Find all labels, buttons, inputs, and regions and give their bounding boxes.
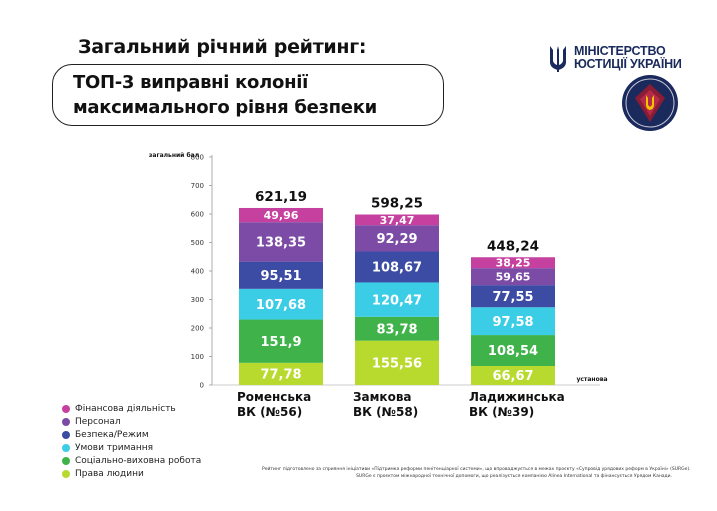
legend-item-finance: Фінансова діяльність bbox=[62, 402, 201, 415]
bar-segment bbox=[355, 214, 439, 226]
data-label: 38,25 bbox=[496, 257, 531, 270]
y-tick-label: 600 bbox=[191, 211, 204, 219]
x-category-label: Роменська bbox=[237, 390, 311, 404]
footnote-line-2: SURGe є проєктом міжнародної технічної д… bbox=[356, 474, 672, 479]
x-axis-title: установа bbox=[576, 376, 607, 383]
y-tick-label: 800 bbox=[191, 154, 204, 162]
legend-swatch bbox=[62, 430, 70, 439]
y-tick-label: 100 bbox=[191, 353, 204, 361]
data-label: 59,65 bbox=[496, 271, 531, 284]
data-label: 92,29 bbox=[376, 232, 417, 247]
subtitle-line-2: максимального рівня безпеки bbox=[73, 97, 377, 118]
bar-segment bbox=[471, 335, 555, 366]
data-label: 107,68 bbox=[256, 298, 306, 313]
data-label: 83,78 bbox=[376, 322, 417, 337]
bar-segment bbox=[355, 225, 439, 252]
legend-swatch bbox=[62, 469, 70, 478]
y-tick-label: 500 bbox=[191, 239, 204, 247]
y-tick-label: 400 bbox=[191, 268, 204, 276]
legend-label: Фінансова діяльність bbox=[75, 403, 176, 414]
data-label: 155,56 bbox=[372, 357, 422, 372]
bar-segment bbox=[471, 307, 555, 336]
bar-segment bbox=[239, 261, 323, 289]
bar-segment bbox=[471, 365, 555, 385]
legend-label: Умови тримання bbox=[75, 442, 154, 453]
bar-total-label: 448,24 bbox=[487, 238, 539, 254]
ministry-name-line-1: МІНІСТЕРСТВО bbox=[574, 44, 666, 58]
x-category-label: Ладижинська bbox=[469, 390, 565, 404]
data-label: 77,78 bbox=[260, 368, 301, 383]
bar-segment bbox=[239, 362, 323, 385]
legend-label: Персонал bbox=[75, 416, 121, 427]
bar-segment bbox=[239, 288, 323, 320]
legend-item-rights: Права людини bbox=[62, 467, 201, 480]
legend-item-staff: Персонал bbox=[62, 415, 201, 428]
legend-label: Безпека/Режим bbox=[75, 429, 149, 440]
x-category-label: ВК (№56) bbox=[237, 405, 302, 419]
bar-segment bbox=[355, 340, 439, 385]
bar-segment bbox=[239, 222, 323, 262]
x-category-label: Замкова bbox=[353, 390, 412, 404]
legend-item-social: Соціально-виховна робота bbox=[62, 454, 201, 467]
legend-swatch bbox=[62, 404, 70, 413]
bar-total-label: 621,19 bbox=[255, 189, 307, 205]
legend-label: Права людини bbox=[75, 468, 144, 479]
trident-icon bbox=[550, 46, 566, 72]
legend-item-security: Безпека/Режим bbox=[62, 428, 201, 441]
subtitle-box: ТОП-3 виправні колонії максимального рів… bbox=[52, 64, 444, 126]
y-tick-label: 200 bbox=[191, 325, 204, 333]
legend-item-conditions: Умови тримання bbox=[62, 441, 201, 454]
data-label: 120,47 bbox=[372, 293, 422, 308]
x-category-label: ВК (№58) bbox=[353, 405, 418, 419]
data-label: 37,47 bbox=[380, 214, 415, 227]
bar-segment bbox=[355, 251, 439, 283]
data-label: 97,58 bbox=[492, 315, 533, 330]
penitentiary-emblem-icon bbox=[622, 75, 678, 131]
data-label: 138,35 bbox=[256, 236, 306, 251]
y-tick-label: 700 bbox=[191, 182, 204, 190]
data-label: 66,67 bbox=[492, 369, 533, 384]
legend-label: Соціально-виховна робота bbox=[75, 455, 202, 466]
bar-segment bbox=[239, 319, 323, 363]
data-label: 151,9 bbox=[260, 335, 301, 350]
footnote-line-1: Рейтинг підготовлено за сприяння ініціат… bbox=[262, 467, 691, 472]
ministry-logo: МІНІСТЕРСТВО ЮСТИЦІЇ УКРАЇНИ bbox=[548, 44, 682, 72]
data-label: 95,51 bbox=[260, 269, 301, 284]
data-label: 108,54 bbox=[488, 344, 538, 359]
bar-segment bbox=[471, 257, 555, 269]
legend-swatch bbox=[62, 443, 70, 452]
data-label: 49,96 bbox=[264, 209, 299, 222]
bar-total-label: 598,25 bbox=[371, 196, 423, 212]
y-tick-label: 300 bbox=[191, 296, 204, 304]
bar-segment bbox=[471, 268, 555, 286]
chart-legend: Фінансова діяльність Персонал Безпека/Ре… bbox=[62, 402, 201, 480]
x-category-label: ВК (№39) bbox=[469, 405, 534, 419]
legend-swatch bbox=[62, 456, 70, 465]
subtitle-line-1: ТОП-3 виправні колонії bbox=[73, 72, 308, 93]
data-label: 108,67 bbox=[372, 261, 422, 276]
bar-segment bbox=[471, 285, 555, 308]
bar-segment bbox=[355, 282, 439, 317]
bar-segment bbox=[239, 207, 323, 223]
bar-segment bbox=[355, 316, 439, 341]
data-label: 77,55 bbox=[492, 290, 533, 305]
y-tick-label: 0 bbox=[200, 382, 204, 390]
page-title: Загальний річний рейтинг: bbox=[78, 36, 367, 58]
y-axis-title: загальний бал bbox=[149, 152, 199, 159]
footnote: Рейтинг підготовлено за сприяння ініціат… bbox=[262, 466, 691, 480]
ministry-name-line-2: ЮСТИЦІЇ УКРАЇНИ bbox=[574, 57, 682, 71]
legend-swatch bbox=[62, 417, 70, 426]
